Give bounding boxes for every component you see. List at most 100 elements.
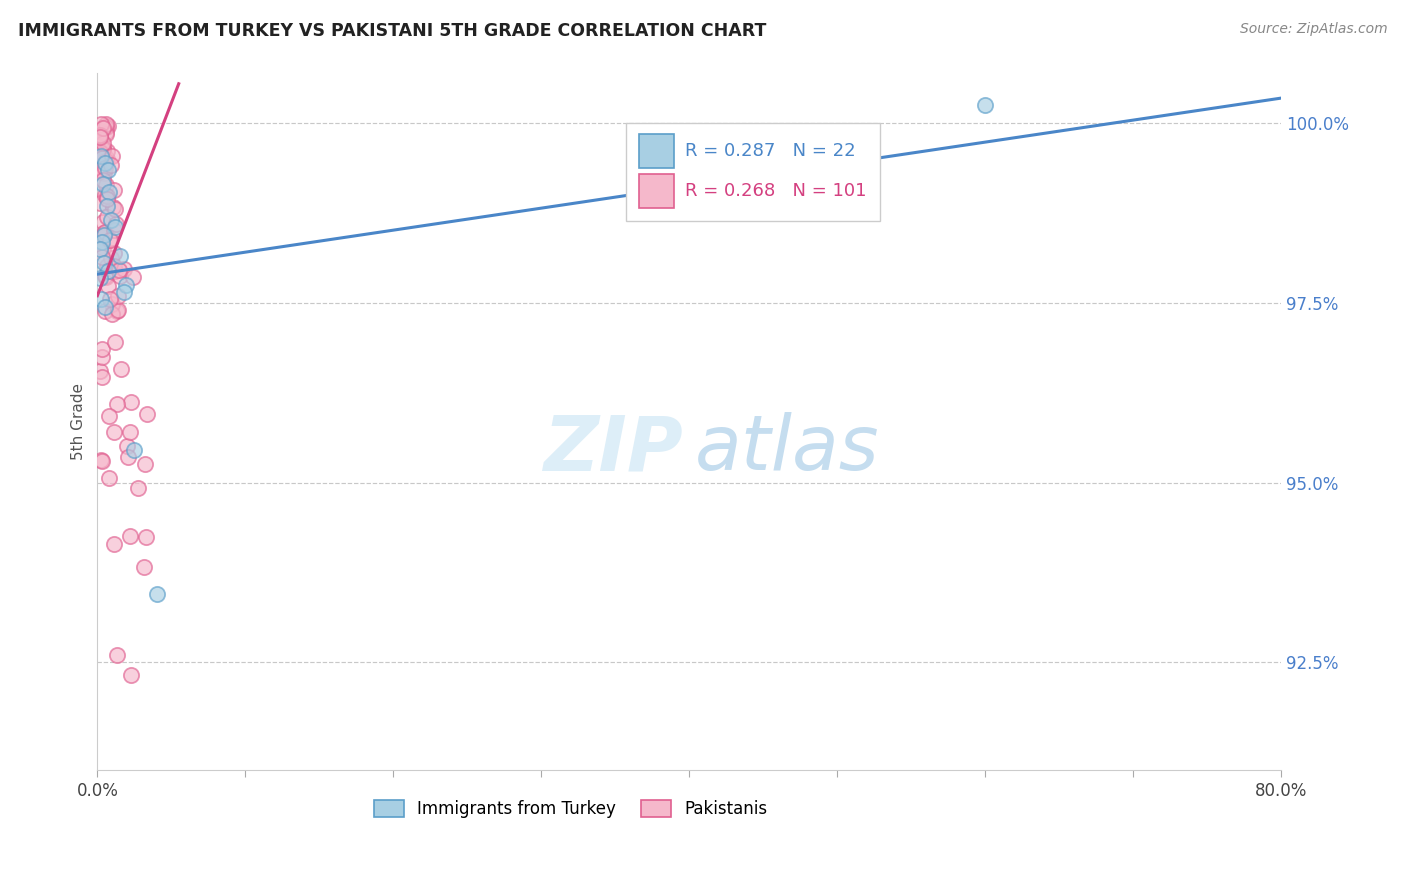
Text: Source: ZipAtlas.com: Source: ZipAtlas.com <box>1240 22 1388 37</box>
Point <box>134 560 156 574</box>
Text: R = 0.268   N = 101: R = 0.268 N = 101 <box>686 182 868 200</box>
Point <box>104 264 127 278</box>
Point <box>98 185 121 199</box>
Point <box>98 233 121 247</box>
Point <box>100 158 122 172</box>
Point <box>120 395 142 409</box>
Point <box>94 268 117 283</box>
Point <box>96 192 118 206</box>
Point <box>91 214 114 228</box>
Point <box>87 128 110 143</box>
Point <box>91 350 114 364</box>
Point <box>93 120 115 135</box>
Point <box>104 202 127 216</box>
Point <box>87 162 110 177</box>
Point <box>124 443 146 458</box>
Point <box>94 120 117 134</box>
Point <box>90 153 112 168</box>
Point <box>90 144 112 158</box>
Point <box>91 151 114 165</box>
Text: ZIP: ZIP <box>544 412 683 486</box>
Point <box>96 189 118 203</box>
Text: IMMIGRANTS FROM TURKEY VS PAKISTANI 5TH GRADE CORRELATION CHART: IMMIGRANTS FROM TURKEY VS PAKISTANI 5TH … <box>18 22 766 40</box>
Point <box>91 342 114 356</box>
Point <box>91 241 114 255</box>
Point <box>90 134 112 148</box>
Point <box>90 251 112 265</box>
Point <box>94 300 117 314</box>
Point <box>90 163 112 178</box>
Point <box>90 117 112 131</box>
Point <box>135 407 157 421</box>
Point <box>115 439 138 453</box>
Point <box>94 225 117 239</box>
Point <box>94 178 117 192</box>
Point <box>91 454 114 468</box>
Point <box>135 530 157 544</box>
Y-axis label: 5th Grade: 5th Grade <box>72 383 86 460</box>
Point <box>117 450 139 464</box>
Point <box>110 362 132 376</box>
Point <box>105 397 128 411</box>
Point <box>115 277 138 292</box>
Point <box>94 156 117 170</box>
Point <box>120 425 142 439</box>
Point <box>93 227 115 242</box>
Point <box>90 293 112 307</box>
Point <box>98 470 121 484</box>
Point <box>101 307 124 321</box>
Point <box>93 161 115 175</box>
Point <box>94 270 117 285</box>
Point <box>96 117 118 131</box>
Point <box>93 158 115 172</box>
Point <box>145 587 167 601</box>
Point <box>87 165 110 179</box>
Point <box>121 270 143 285</box>
Point <box>89 155 111 169</box>
Point <box>94 188 117 202</box>
Point <box>96 125 118 139</box>
Point <box>89 130 111 145</box>
Point <box>97 279 120 293</box>
Point <box>103 425 125 440</box>
Point <box>91 370 114 384</box>
Point <box>93 120 115 135</box>
Point <box>96 153 118 168</box>
Point <box>98 233 121 247</box>
Point <box>107 303 129 318</box>
Point <box>90 148 112 162</box>
Point <box>110 249 132 263</box>
Point <box>97 119 120 133</box>
Point <box>103 259 125 273</box>
Point <box>87 163 110 178</box>
Legend: Immigrants from Turkey, Pakistanis: Immigrants from Turkey, Pakistanis <box>367 793 775 824</box>
Point <box>93 227 115 241</box>
Point <box>93 227 115 242</box>
Point <box>112 261 135 276</box>
Point <box>107 289 129 303</box>
Point <box>96 152 118 166</box>
Point <box>91 153 114 167</box>
Point <box>974 98 997 112</box>
Point <box>94 127 117 141</box>
Point <box>100 213 122 227</box>
Point <box>89 242 111 256</box>
Point <box>93 256 115 270</box>
Point <box>98 292 121 306</box>
Point <box>89 270 111 285</box>
Point <box>100 297 122 311</box>
Text: R = 0.287   N = 22: R = 0.287 N = 22 <box>686 142 856 160</box>
Point <box>103 200 125 214</box>
Point <box>112 285 135 300</box>
Point <box>108 263 131 277</box>
Point <box>96 210 118 224</box>
Point <box>104 334 127 349</box>
Point <box>97 263 120 277</box>
Point <box>105 304 128 318</box>
Point <box>96 144 118 158</box>
Point <box>98 409 121 423</box>
Point <box>101 149 124 163</box>
Point <box>89 364 111 378</box>
Point <box>91 235 114 249</box>
Point <box>97 163 120 178</box>
